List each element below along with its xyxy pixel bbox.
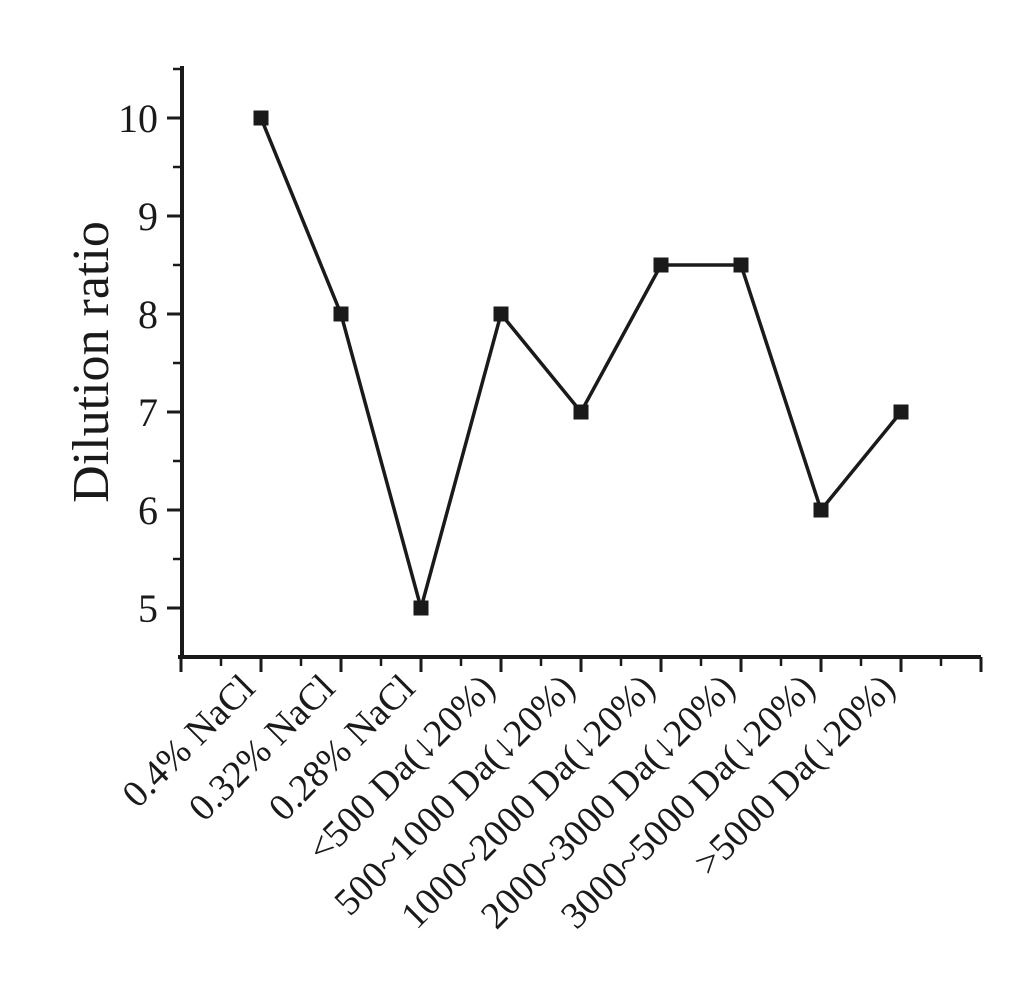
data-point-marker xyxy=(813,502,829,518)
data-point-marker xyxy=(253,110,269,126)
data-line xyxy=(259,117,903,615)
data-point-marker xyxy=(573,404,589,420)
data-point-marker xyxy=(413,600,429,616)
y-tick-label: 8 xyxy=(138,292,158,337)
y-tick-label: 5 xyxy=(138,586,158,631)
y-tick-label: 7 xyxy=(138,390,158,435)
data-point-marker xyxy=(653,257,669,273)
y-tick-label: 10 xyxy=(118,96,158,141)
data-point-marker xyxy=(893,404,909,420)
data-point-marker xyxy=(493,306,509,322)
data-point-marker xyxy=(733,257,749,273)
axes-layer xyxy=(167,66,983,672)
y-tick-label: 9 xyxy=(138,194,158,239)
data-point-marker xyxy=(333,306,349,322)
y-axis-title: Dilution ratio xyxy=(63,221,120,503)
y-tick-label: 6 xyxy=(138,488,158,533)
data-series-layer xyxy=(253,110,909,616)
